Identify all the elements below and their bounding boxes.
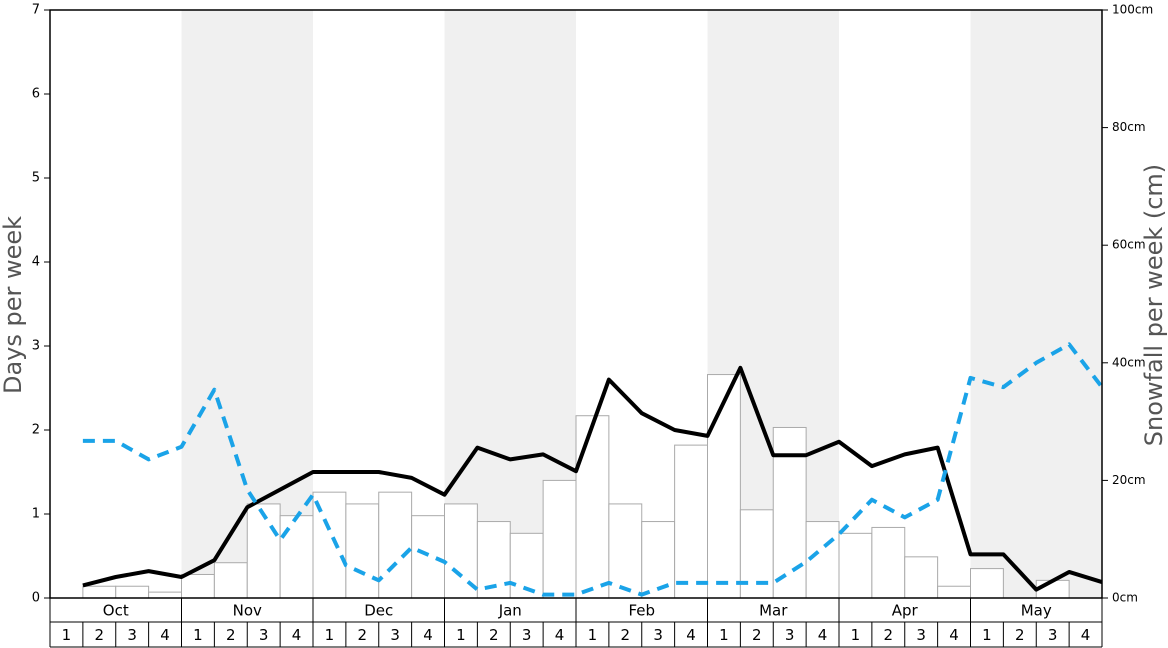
month-band [181, 10, 313, 598]
snowfall-bar [871, 526, 906, 599]
month-label: Mar [759, 602, 788, 620]
snowfall-bar [542, 479, 577, 599]
x-tick-label: 4 [949, 626, 959, 644]
dashed-line [82, 342, 1104, 597]
y-tick-label: 5 [32, 171, 40, 186]
snowfall-bar [246, 503, 281, 599]
x-tick-label: 3 [390, 626, 400, 644]
x-tick-label: 2 [752, 626, 762, 644]
y-tick-label: 1 [32, 507, 40, 522]
month-band [970, 10, 1102, 598]
x-tick-label: 1 [456, 626, 466, 644]
month-label: Oct [103, 602, 129, 620]
x-tick-label: 3 [653, 626, 663, 644]
x-tick-label: 1 [325, 626, 335, 644]
x-tick-label: 1 [193, 626, 203, 644]
x-tick-label: 2 [489, 626, 499, 644]
y2-tick-label: 100cm [1112, 3, 1153, 17]
snowfall-bar [378, 491, 413, 599]
x-tick-label: 2 [226, 626, 236, 644]
x-tick-label: 1 [588, 626, 598, 644]
snowfall-bar [82, 585, 117, 599]
x-tick-label: 1 [62, 626, 72, 644]
y2-tick-label: 80cm [1112, 120, 1146, 134]
x-tick-label: 4 [1081, 626, 1091, 644]
x-tick-label: 3 [127, 626, 137, 644]
x-tick-label: 3 [785, 626, 795, 644]
x-tick-label: 4 [292, 626, 302, 644]
snowfall-bar [345, 503, 380, 599]
y-tick-label: 7 [32, 3, 40, 18]
x-tick-label: 4 [160, 626, 170, 644]
x-tick-label: 4 [555, 626, 565, 644]
snowfall-bar [279, 515, 314, 599]
snowfall-bar [674, 444, 708, 599]
y-tick-label: 6 [32, 87, 40, 102]
snowfall-bar [838, 532, 873, 599]
snowfall-bar [148, 591, 182, 599]
y2-tick-label: 40cm [1112, 355, 1146, 369]
x-tick-label: 2 [1015, 626, 1025, 644]
snowfall-bar [772, 426, 807, 599]
y2-tick-label: 60cm [1112, 238, 1146, 252]
snowfall-bar [937, 585, 971, 599]
y2-tick-label: 20cm [1112, 473, 1146, 487]
y2-axis-title: Snowfall per week (cm) [1140, 164, 1168, 446]
snowfall-bar [641, 521, 676, 599]
y-axis-title: Days per week [0, 216, 27, 394]
solid-line [82, 365, 1103, 592]
month-label: Feb [628, 602, 655, 620]
x-tick-label: 2 [95, 626, 105, 644]
y-tick-label: 4 [32, 255, 40, 270]
y-tick-label: 2 [32, 423, 40, 438]
x-tick-label: 4 [423, 626, 433, 644]
snowfall-bar [411, 515, 445, 599]
snowfall-bar [213, 562, 248, 599]
y-tick-label: 0 [32, 591, 40, 606]
axes: 0 1 2 3 4 5 6 7 0cm 20cm 40cm 60cm 80cm 100cm Oct Nov De… [32, 3, 1153, 648]
snowfall-bar [575, 415, 610, 599]
x-tick-label: 4 [818, 626, 828, 644]
snowfall-bar [608, 503, 643, 599]
marks [82, 342, 1104, 599]
x-tick-label: 4 [686, 626, 696, 644]
snowfall-bar [904, 556, 939, 599]
snowfall-bar [970, 568, 1004, 599]
x-tick-label: 1 [851, 626, 861, 644]
x-tick-label: 2 [358, 626, 368, 644]
x-tick-label: 2 [621, 626, 631, 644]
month-label: Dec [364, 602, 393, 620]
month-bands [181, 10, 1102, 598]
month-label: May [1021, 602, 1052, 620]
x-tick-label: 1 [982, 626, 992, 644]
snowfall-bar [444, 503, 478, 599]
x-tick-label: 3 [1048, 626, 1058, 644]
month-label: Apr [892, 602, 919, 620]
snowfall-bar [115, 585, 150, 599]
y2-tick-label: 0cm [1112, 591, 1138, 605]
month-label: Nov [233, 602, 262, 620]
snowfall-bar [181, 573, 215, 599]
snowfall-bar [707, 374, 741, 599]
month-label: Jan [498, 602, 522, 620]
x-tick-label: 3 [522, 626, 532, 644]
y-tick-label: 3 [32, 339, 40, 354]
x-tick-label: 1 [719, 626, 729, 644]
x-tick-label: 3 [916, 626, 926, 644]
x-tick-label: 2 [884, 626, 894, 644]
x-tick-label: 3 [259, 626, 269, 644]
